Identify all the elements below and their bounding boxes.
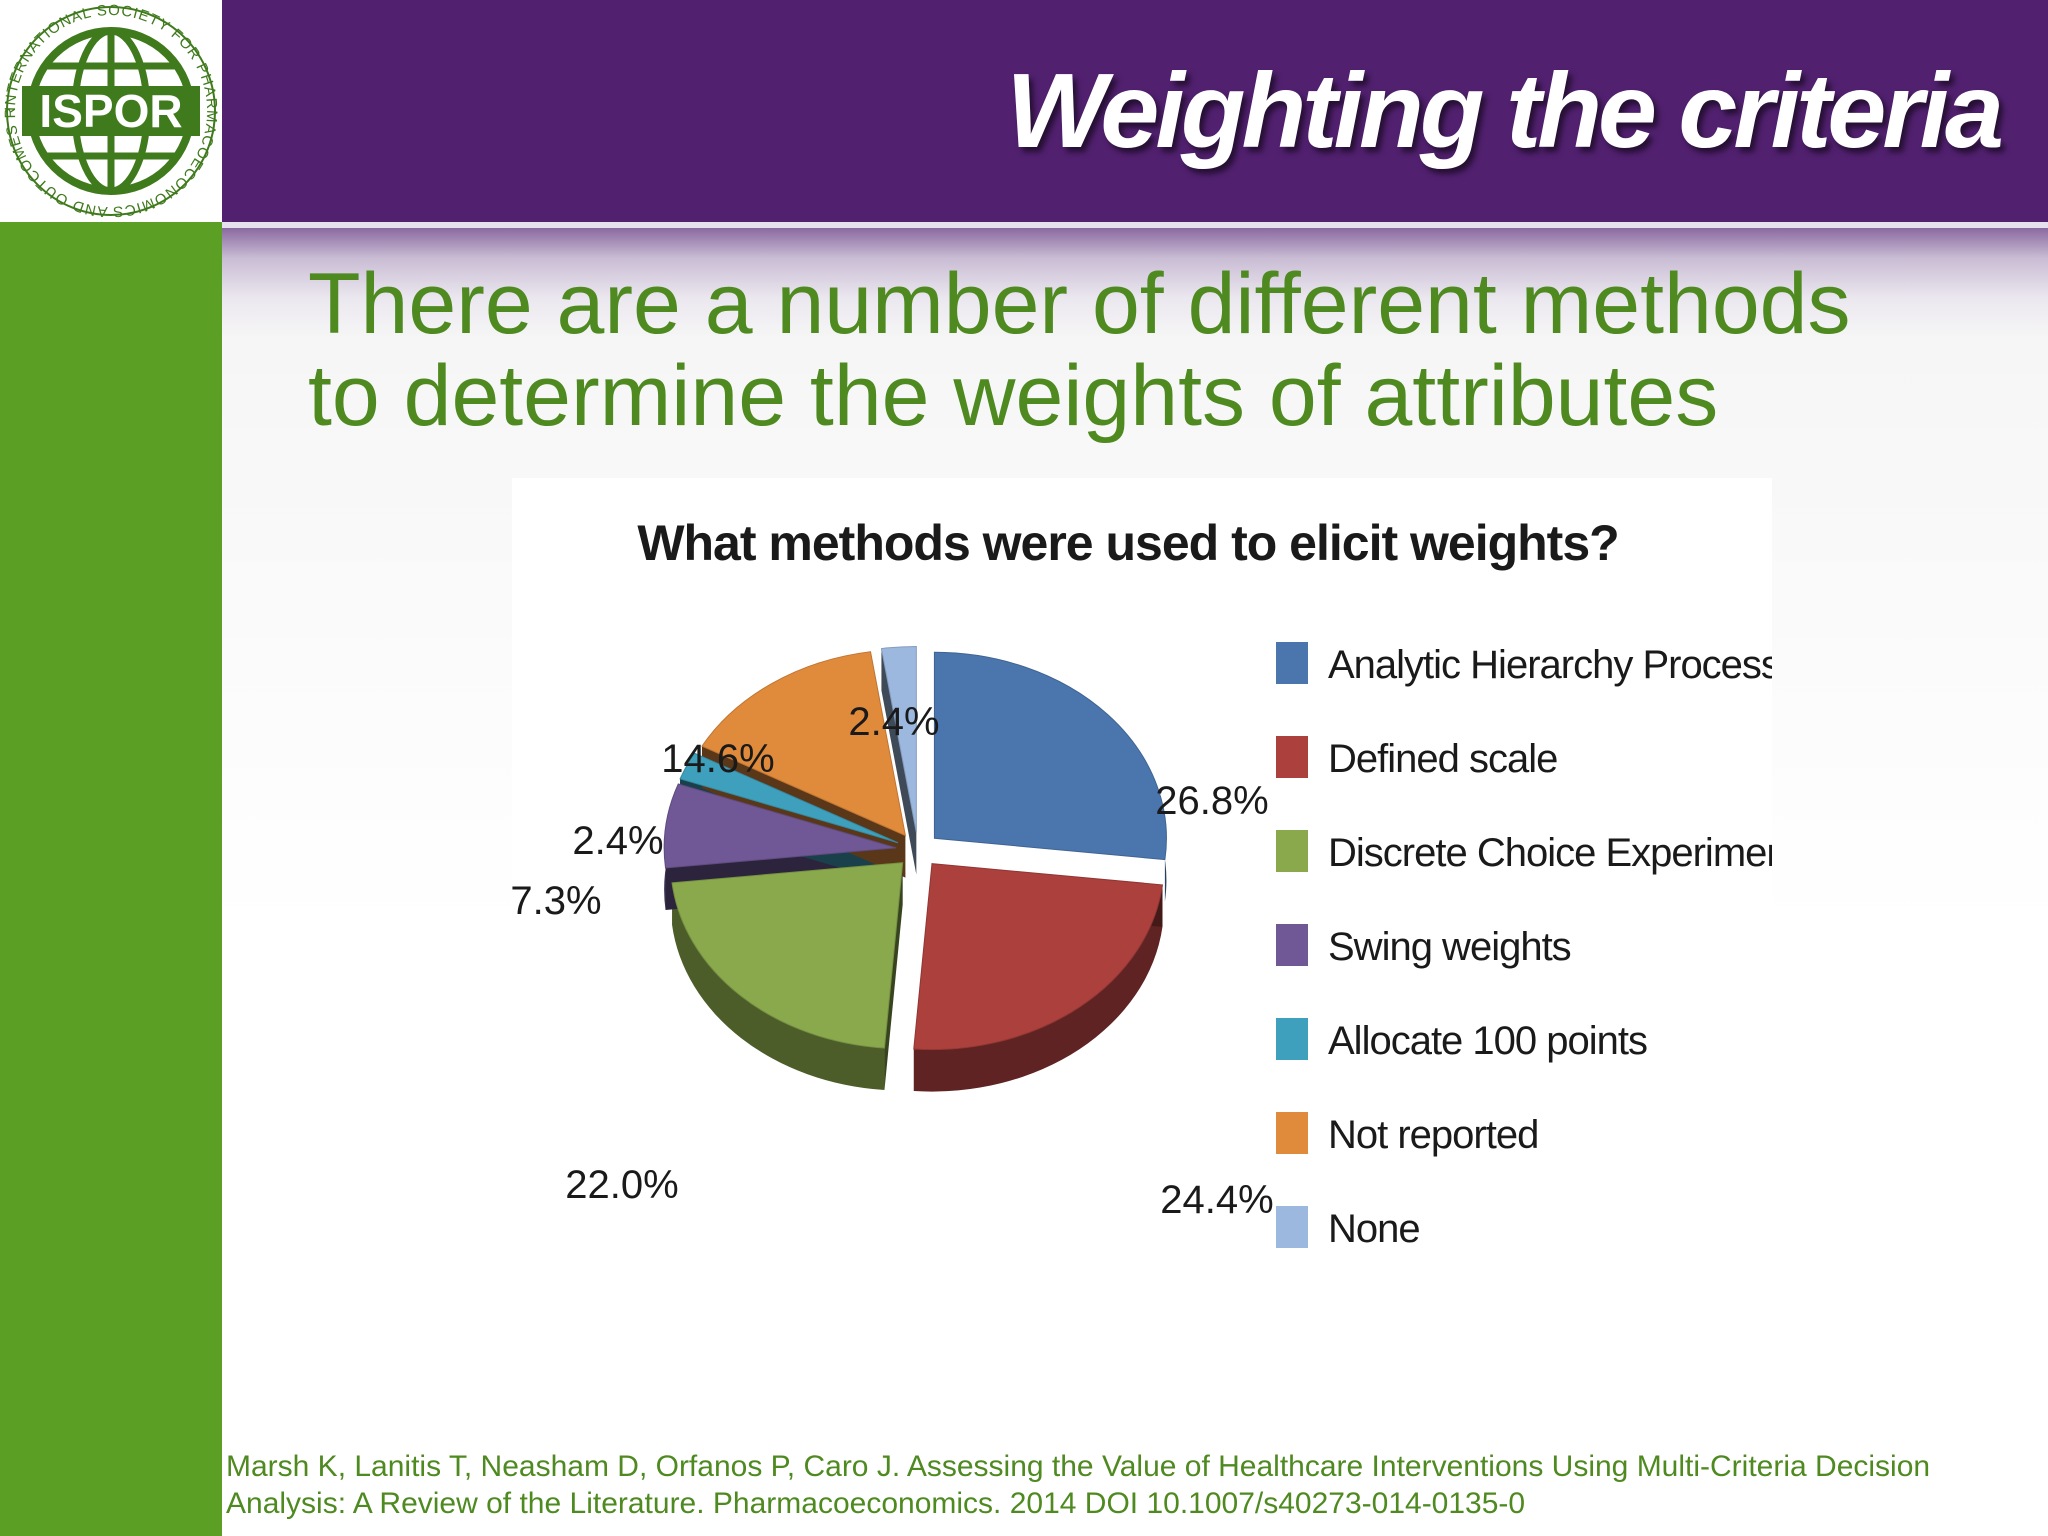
globe-logo-icon: INTERNATIONAL SOCIETY FOR PHARMACOECONOM… [0,0,219,220]
pie-slice-1 [913,863,1164,1051]
pie-slice-6 [880,645,917,833]
header-bar [0,0,2048,222]
citation-line-2: Analysis: A Review of the Literature. Ph… [226,1487,1526,1520]
pie-slice-0 [933,651,1167,861]
legend-label-1: Defined scale [1328,737,1557,781]
data-label-6: 2.4% [848,700,939,744]
pie-labels: 26.8% 24.4% 22.0% 7.3% 2.4% 14.6% 2.4% [510,700,1273,1222]
legend-swatch-1 [1276,736,1308,778]
legend-swatch-4 [1276,1018,1308,1060]
pie-tops [663,645,1167,1051]
pie-slice-3 [663,783,897,869]
legend-label-6: None [1328,1207,1420,1251]
legend-label-3: Swing weights [1328,925,1571,969]
pie-slice-5 [701,651,907,837]
data-label-2: 22.0% [565,1163,678,1207]
legend-swatch-5 [1276,1112,1308,1154]
chart-legend: Analytic Hierarchy Process Defined scale D… [1276,642,1800,1251]
pie-slice-side-2 [672,882,885,1091]
pie-slice-2 [671,862,904,1049]
headline: There are a number of different methods … [308,258,2008,442]
legend-swatch-3 [1276,924,1308,966]
data-label-4: 2.4% [572,819,663,863]
legend-label-2: Discrete Choice Experiment [1328,831,1772,875]
citation-line-1: Marsh K, Lanitis T, Neasham D, Orfanos P… [226,1450,1931,1483]
header-separator [222,222,2048,228]
headline-line-1: There are a number of different methods [308,256,1851,352]
data-label-1: 24.4% [1160,1178,1273,1222]
logo-text: ISPOR [39,85,182,137]
pie-slice-wall-2 [884,862,903,1091]
legend-label-0: Analytic Hierarchy Process [1328,643,1772,687]
data-label-3: 7.3% [512,879,602,923]
pie-slice-wall-6 [881,648,917,875]
citation: Marsh K, Lanitis T, Neasham D, Orfanos P… [226,1448,2026,1522]
ispor-logo: INTERNATIONAL SOCIETY FOR PHARMACOECONOM… [0,0,222,222]
headline-line-2: to determine the weights of attributes [308,348,1719,444]
chart-title: What methods were used to elicit weights… [637,515,1618,571]
legend-label-5: Not reported [1328,1113,1538,1157]
legend-label-4: Allocate 100 points [1328,1019,1647,1063]
pie-slice-side-1 [913,884,1163,1092]
sidebar-green-band [0,222,222,1536]
data-label-5: 14.6% [661,737,774,781]
slide-title: Weighting the criteria [1006,52,2004,170]
legend-swatch-6 [1276,1206,1308,1248]
chart-frame: What methods were used to elicit weights… [510,478,1800,1298]
legend-swatch-2 [1276,830,1308,872]
pie-chart: What methods were used to elicit weights… [510,478,1800,1298]
data-label-0: 26.8% [1155,779,1268,823]
legend-swatch-0 [1276,642,1308,684]
pie-slice-4 [679,752,899,844]
